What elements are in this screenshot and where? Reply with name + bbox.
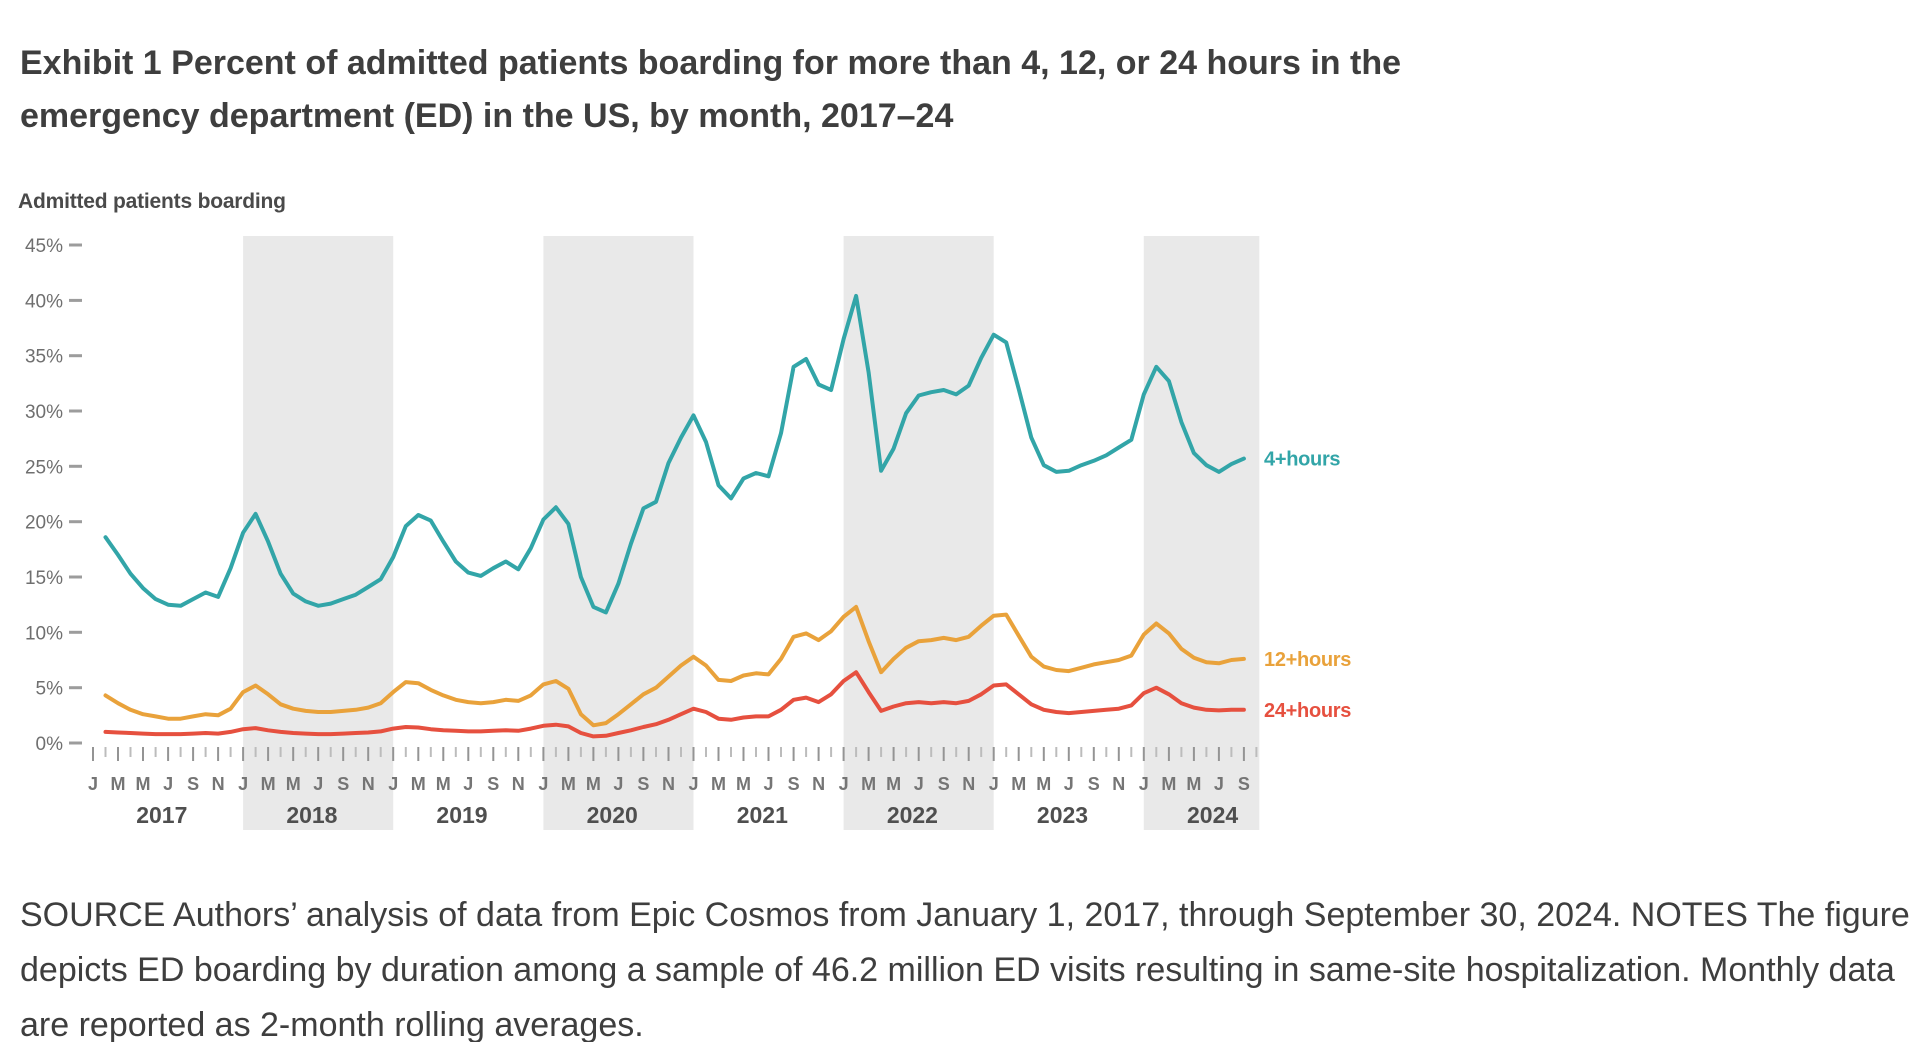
month-label: M (261, 774, 276, 794)
month-label: J (1064, 774, 1074, 794)
year-label-2019: 2019 (436, 802, 487, 828)
y-tick-label-5: 5% (36, 679, 64, 700)
month-label: N (662, 774, 675, 794)
exhibit-label: Exhibit 1 (20, 43, 162, 82)
chart-axis-title: Admitted patients boarding (18, 190, 286, 213)
month-label: J (1139, 774, 1149, 794)
month-label: J (763, 774, 773, 794)
month-label: J (989, 774, 999, 794)
month-label: M (736, 774, 751, 794)
year-label-2022: 2022 (887, 802, 938, 828)
month-label: J (688, 774, 698, 794)
month-label: M (1011, 774, 1026, 794)
year-label-2021: 2021 (737, 802, 788, 828)
month-label: S (788, 774, 800, 794)
month-label: S (187, 774, 199, 794)
month-label: M (861, 774, 876, 794)
month-label: J (613, 774, 623, 794)
series-line-24plus-hours (103, 670, 1246, 739)
year-band-2020 (543, 236, 694, 830)
month-label: J (463, 774, 473, 794)
month-label: N (362, 774, 375, 794)
month-label: J (88, 774, 98, 794)
month-label: M (586, 774, 601, 794)
month-label: M (411, 774, 426, 794)
month-label: S (938, 774, 950, 794)
year-label-2024: 2024 (1187, 802, 1238, 828)
year-band-2024 (1143, 236, 1260, 830)
month-label: M (436, 774, 451, 794)
series-label-4plus-hours: 4+hours (1264, 449, 1340, 471)
y-tick-label-20: 20% (25, 513, 63, 534)
month-label: N (962, 774, 975, 794)
month-label: N (812, 774, 825, 794)
year-label-2018: 2018 (286, 802, 337, 828)
month-label: N (512, 774, 525, 794)
month-label: M (886, 774, 901, 794)
month-label: S (337, 774, 349, 794)
series-label-24plus-hours: 24+hours (1264, 700, 1351, 722)
month-label: J (1214, 774, 1224, 794)
month-label: N (212, 774, 225, 794)
month-label: M (136, 774, 151, 794)
month-label: J (238, 774, 248, 794)
month-label: J (388, 774, 398, 794)
month-label: M (286, 774, 301, 794)
series-label-12plus-hours: 12+hours (1264, 649, 1351, 671)
month-label: M (111, 774, 126, 794)
month-label: S (487, 774, 499, 794)
month-label: N (1112, 774, 1125, 794)
month-label: M (561, 774, 576, 794)
series-line-4plus-hours (103, 293, 1246, 615)
year-band-2022 (843, 236, 994, 830)
y-tick-label-15: 15% (25, 568, 63, 589)
year-label-2020: 2020 (587, 802, 638, 828)
y-tick-label-35: 35% (25, 347, 63, 368)
y-tick-label-30: 30% (25, 402, 63, 423)
month-label: M (711, 774, 726, 794)
month-label: J (163, 774, 173, 794)
y-tick-label-40: 40% (25, 291, 63, 312)
exhibit-title: Exhibit 1 Percent of admitted patients b… (20, 37, 1572, 143)
month-label: S (637, 774, 649, 794)
month-label: J (914, 774, 924, 794)
exhibit-title-text: Percent of admitted patients boarding fo… (20, 43, 1402, 135)
month-label: J (313, 774, 323, 794)
y-tick-label-0: 0% (36, 734, 64, 755)
boarding-duration-line-chart: 0%5%10%15%20%25%30%35%40%45%J M M J S N J M M J S N… (25, 236, 1352, 830)
y-tick-label-10: 10% (25, 623, 63, 644)
y-tick-label-25: 25% (25, 457, 63, 478)
month-label: J (839, 774, 849, 794)
y-tick-label-45: 45% (25, 236, 63, 257)
source-and-notes: SOURCE Authors’ analysis of data from Ep… (20, 896, 1910, 1042)
series-line-12plus-hours (103, 604, 1246, 728)
month-label: M (1036, 774, 1051, 794)
month-label: S (1088, 774, 1100, 794)
year-label-2023: 2023 (1037, 802, 1088, 828)
month-label: M (1161, 774, 1176, 794)
month-label: S (1238, 774, 1250, 794)
year-label-2017: 2017 (136, 802, 187, 828)
month-label: M (1186, 774, 1201, 794)
month-label: J (538, 774, 548, 794)
